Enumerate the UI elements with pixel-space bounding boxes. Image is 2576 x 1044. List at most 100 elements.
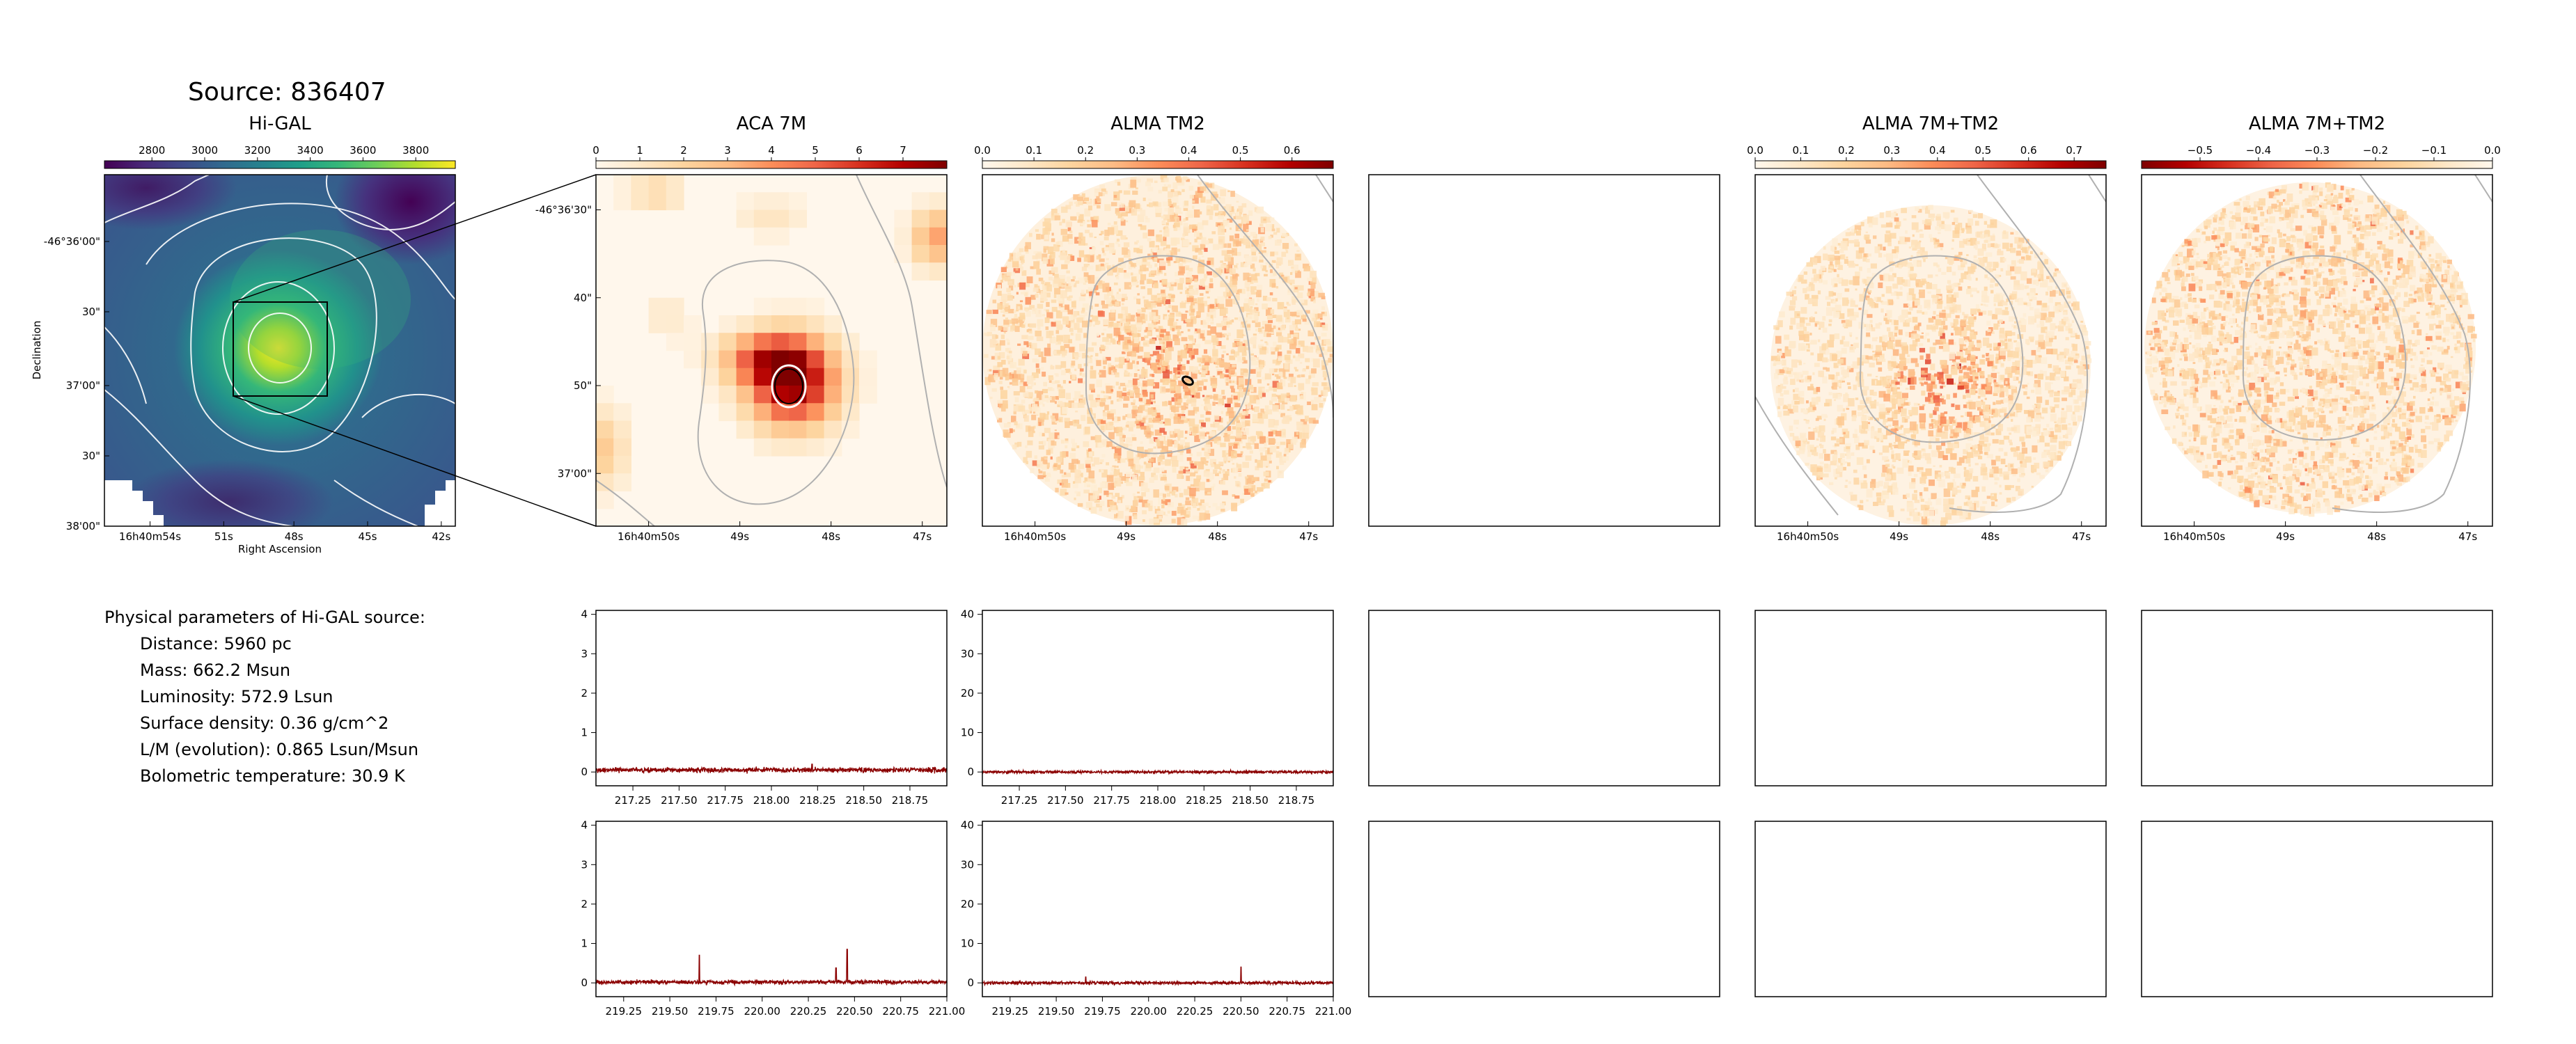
y-tick-label: 20 xyxy=(961,687,974,699)
x-tick-label: 49s xyxy=(730,530,749,543)
colorbar-tick-label: 2800 xyxy=(139,144,165,157)
image-alma-tm2 xyxy=(984,175,1333,526)
x-tick-label: 47s xyxy=(2072,530,2091,543)
zoom-connector-bottom xyxy=(233,395,597,527)
colorbar-tick-label: −0.1 xyxy=(2421,144,2447,157)
colorbar-tick-label: 0.0 xyxy=(1747,144,1764,157)
panel-higal: Hi-GAL 2800 3000 3200 3400 3600 3800 xyxy=(31,113,456,555)
y-tick-label: 37'00" xyxy=(558,467,592,480)
y-tick-label: 0 xyxy=(967,976,974,989)
image-alma-7m-tm2-negative xyxy=(2145,182,2477,517)
x-tick-label: 218.00 xyxy=(1140,794,1177,807)
x-tick-label: 221.00 xyxy=(929,1005,966,1018)
param-luminosity: Luminosity: 572.9 Lsun xyxy=(140,687,333,706)
colorbar-tick-label: 0.3 xyxy=(1129,144,1145,157)
spectrum-frame xyxy=(982,821,1334,997)
x-tick-label: 217.50 xyxy=(661,794,698,807)
x-tick-label: 48s xyxy=(2367,530,2386,543)
colorbar-tick-label: 0.7 xyxy=(2066,144,2082,157)
panel-alma-7m-tm2-negative: ALMA 7M+TM2 −0.5 −0.4 −0.3 −0.2 −0.1 0.0 16h4… xyxy=(2141,113,2501,543)
y-tick-label: 10 xyxy=(961,727,974,739)
x-ticks-aca7m: 16h40m50s 49s 48s 47s xyxy=(618,521,932,543)
y-ticks-higal: -46°36'00" 30" 37'00" 30" 38'00" xyxy=(44,235,109,532)
y-tick-label: 50" xyxy=(574,379,592,392)
x-tick-label: 48s xyxy=(822,530,840,543)
zoom-connector-top xyxy=(233,174,597,303)
x-tick-label: 219.25 xyxy=(606,1005,643,1018)
x-tick-label: 218.00 xyxy=(753,794,790,807)
physical-parameters: Physical parameters of Hi-GAL source: Di… xyxy=(104,604,425,789)
xlabel-higal: Right Ascension xyxy=(238,543,322,555)
y-tick-label: 30" xyxy=(82,306,100,318)
colorbar-tick-label: 3800 xyxy=(402,144,429,157)
x-tick-label: 217.75 xyxy=(1093,794,1130,807)
empty-spectrum-frame xyxy=(1754,610,2107,786)
colorbar-alma-tm2 xyxy=(982,160,1334,169)
colorbar-ticks-higal: 2800 3000 3200 3400 3600 3800 xyxy=(139,144,429,161)
colorbar-tick-label: 5 xyxy=(812,144,819,157)
spectrum-panel: 219.25 219.50 219.75 220.00 220.25 220.50 220.… xyxy=(961,819,1351,1018)
x-tick-label: 49s xyxy=(1890,530,1908,543)
x-ticks-higal: 16h40m54s 51s 48s 45s 42s xyxy=(119,521,450,543)
x-tick-label: 16h40m50s xyxy=(1004,530,1066,543)
spectrum-line xyxy=(982,768,1334,775)
panel-title-alma-tm2: ALMA TM2 xyxy=(1110,113,1205,134)
y-tick-label: 0 xyxy=(581,976,588,989)
x-tick-label: 47s xyxy=(1299,530,1318,543)
panel-title-aca7m: ACA 7M xyxy=(737,113,807,134)
spectrum-frame xyxy=(595,610,948,786)
x-tick-label: 218.75 xyxy=(892,794,929,807)
param-bolometric-temperature: Bolometric temperature: 30.9 K xyxy=(140,766,405,786)
spectrum-frame xyxy=(595,821,948,997)
x-tick-label: 218.25 xyxy=(799,794,836,807)
y-tick-label: 1 xyxy=(581,938,588,950)
x-tick-label: 51s xyxy=(214,530,233,543)
x-tick-label: 220.25 xyxy=(790,1005,827,1018)
spectrum-line xyxy=(982,966,1334,987)
x-tick-label: 16h40m50s xyxy=(1777,530,1839,543)
x-tick-label: 220.00 xyxy=(744,1005,780,1018)
colorbar-tick-label: 3000 xyxy=(191,144,218,157)
empty-spectrum-frame xyxy=(1368,610,1720,786)
x-tick-label: 48s xyxy=(1208,530,1227,543)
x-tick-label: 218.25 xyxy=(1186,794,1223,807)
y-tick-label: 4 xyxy=(581,608,588,621)
image-aca7m xyxy=(596,175,947,509)
colorbar-tick-label: 3600 xyxy=(350,144,376,157)
y-tick-label: 30" xyxy=(82,450,100,462)
spectrum-panel: 219.25 219.50 219.75 220.00 220.25 220.50 220.… xyxy=(581,819,965,1018)
param-lm-evolution: L/M (evolution): 0.865 Lsun/Msun xyxy=(140,740,419,759)
x-tick-label: 219.50 xyxy=(1038,1005,1075,1018)
y-tick-label: 40 xyxy=(961,819,974,832)
colorbar-ticks-alma-7m-tm2-negative: −0.5 −0.4 −0.3 −0.2 −0.1 0.0 xyxy=(2188,144,2501,161)
x-tick-label: 221.00 xyxy=(1315,1005,1352,1018)
x-tick-label: 219.25 xyxy=(992,1005,1029,1018)
x-tick-label: 217.25 xyxy=(615,794,652,807)
panel-alma-tm2: ALMA TM2 0.0 0.1 0.2 0.3 0.4 0.5 0.6 16h40m50s… xyxy=(974,113,1334,543)
y-tick-label: 37'00" xyxy=(66,379,100,392)
x-tick-label: 16h40m54s xyxy=(119,530,181,543)
colorbar-tick-label: 0.1 xyxy=(1793,144,1809,157)
x-tick-label: 220.00 xyxy=(1130,1005,1167,1018)
x-tick-label: 48s xyxy=(1981,530,2000,543)
y-tick-label: 3 xyxy=(581,858,588,871)
x-tick-label: 47s xyxy=(2458,530,2477,543)
colorbar-tick-label: 0.6 xyxy=(1284,144,1301,157)
x-ticks-alma-7m-tm2-negative: 16h40m50s 49s 48s 47s xyxy=(2163,521,2477,543)
panel-aca7m: ACA 7M 0 1 2 3 4 5 6 7 16h40m50s 49s 48s 47s -46°3… xyxy=(535,113,948,543)
colorbar-ticks-aca7m: 0 1 2 3 4 5 6 7 xyxy=(592,144,906,161)
empty-spectrum-frame xyxy=(1754,821,2107,997)
x-ticks-alma-7m-tm2: 16h40m50s 49s 48s 47s xyxy=(1777,521,2091,543)
colorbar-tick-label: 3200 xyxy=(244,144,271,157)
colorbar-alma-7m-tm2-negative xyxy=(2141,160,2493,169)
colorbar-tick-label: 1 xyxy=(636,144,643,157)
y-ticks-aca7m: -46°36'30" 40" 50" 37'00" xyxy=(535,204,601,480)
colorbar-tick-label: −0.3 xyxy=(2304,144,2330,157)
panel-title-alma-7m-tm2-negative: ALMA 7M+TM2 xyxy=(2249,113,2385,134)
colorbar-tick-label: 7 xyxy=(900,144,906,157)
x-tick-label: 218.50 xyxy=(1232,794,1269,807)
colorbar-tick-label: −0.4 xyxy=(2246,144,2271,157)
x-tick-label: 48s xyxy=(285,530,304,543)
x-tick-label: 220.75 xyxy=(1269,1005,1305,1018)
